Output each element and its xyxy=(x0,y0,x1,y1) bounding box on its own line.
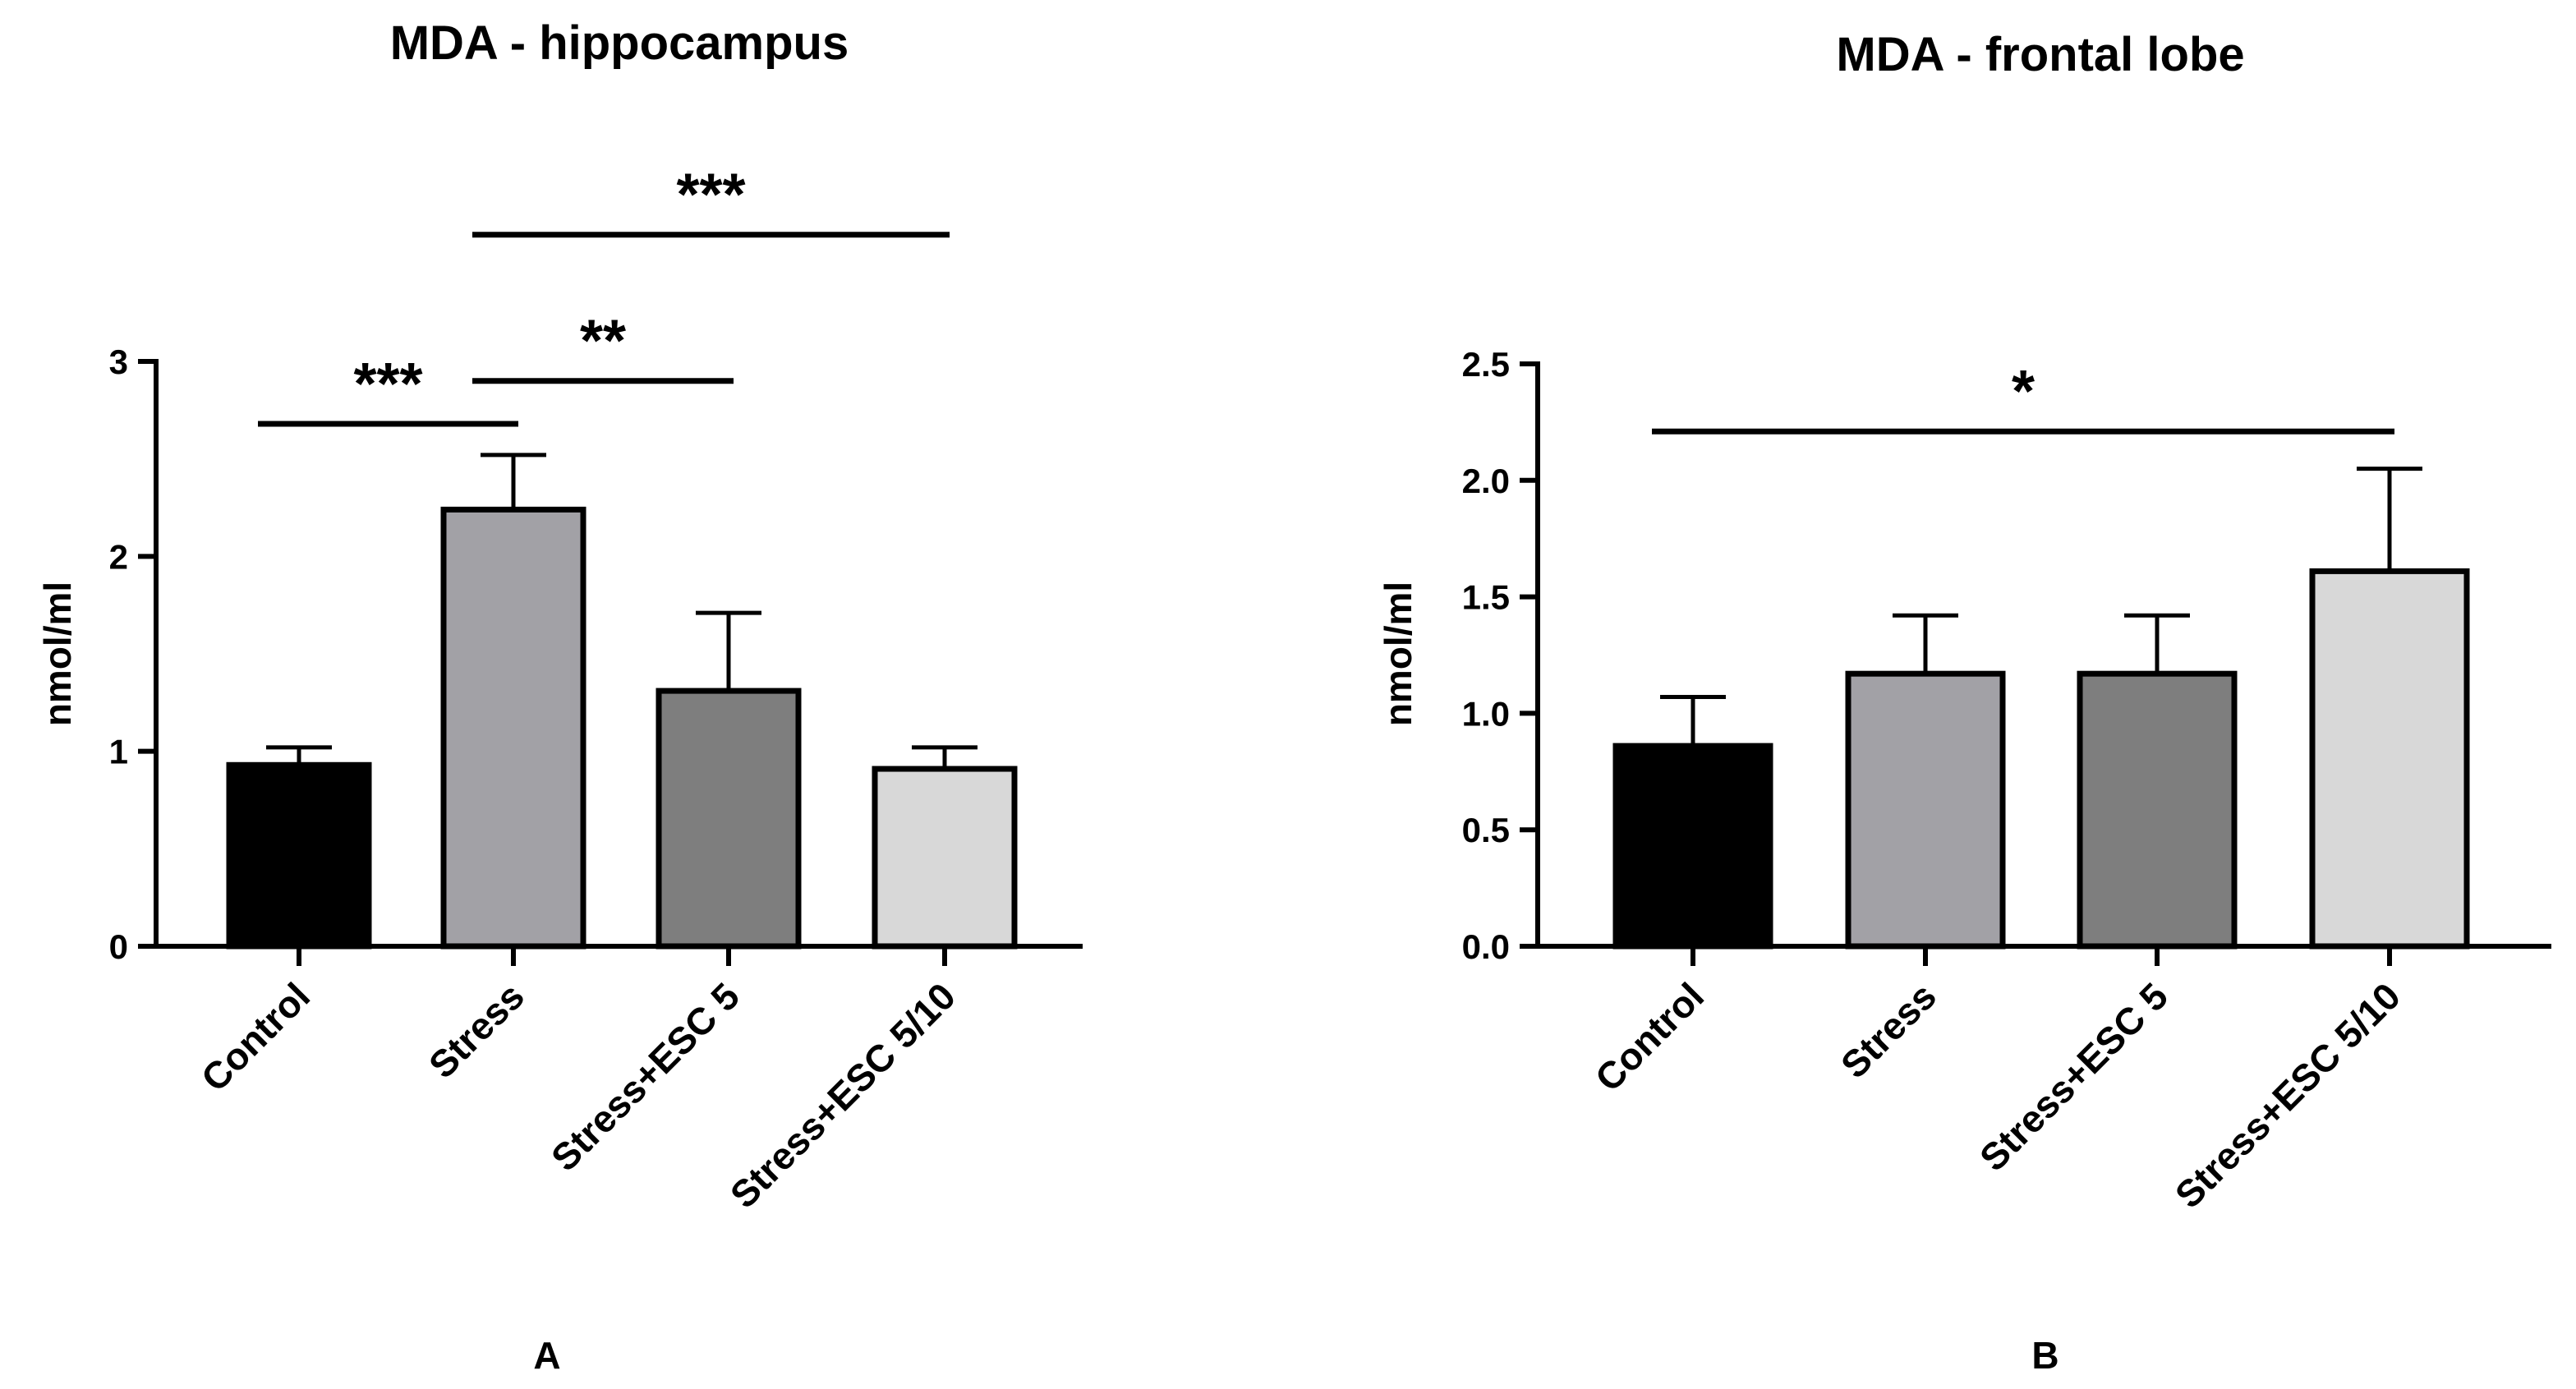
y-axis-label: nmol/ml xyxy=(1377,582,1419,726)
panel-label: B xyxy=(2031,1334,2058,1377)
x-tick-label: Stress+ESC 5 xyxy=(1971,974,2176,1179)
y-tick-label: 2.5 xyxy=(1462,345,1510,384)
chart-title: MDA - hippocampus xyxy=(390,16,849,70)
x-tick-label: Stress xyxy=(1833,974,1944,1086)
bar xyxy=(226,761,372,950)
bar xyxy=(872,766,1018,950)
y-tick-label: 2.0 xyxy=(1462,462,1510,500)
bar xyxy=(2309,568,2470,950)
y-tick-label: 1 xyxy=(109,733,128,771)
x-tick-label: Stress xyxy=(421,974,532,1086)
y-tick-label: 0.5 xyxy=(1462,811,1510,849)
bar xyxy=(1845,670,2006,950)
x-tick-label: Control xyxy=(193,974,318,1099)
significance-label: ** xyxy=(580,309,626,375)
significance-label: *** xyxy=(676,163,745,228)
chart-title: MDA - frontal lobe xyxy=(1836,28,2244,81)
y-axis-label: nmol/ml xyxy=(36,582,79,726)
y-tick-label: 1.0 xyxy=(1462,694,1510,733)
x-tick-label: Stress+ESC 5/10 xyxy=(722,974,964,1216)
bar xyxy=(1612,743,1773,950)
chart-hippocampus: MDA - hippocampus nmol/ml 0 1 2 3 Control Stres… xyxy=(36,16,1083,1377)
y-tick-label: 0.0 xyxy=(1462,927,1510,966)
x-tick-label: Stress+ESC 5/10 xyxy=(2167,974,2408,1216)
chart-frontal-lobe: MDA - frontal lobe nmol/ml 0.0 0.5 1.0 1.5 2.0… xyxy=(1377,28,2551,1377)
x-tick-label: Stress+ESC 5 xyxy=(543,974,748,1179)
bar xyxy=(656,688,802,950)
panel-label: A xyxy=(533,1334,560,1377)
significance-label: *** xyxy=(353,352,422,417)
bar xyxy=(440,506,586,950)
bar xyxy=(2077,670,2238,950)
y-tick-label: 2 xyxy=(109,537,128,576)
x-tick-label: Control xyxy=(1587,974,1712,1099)
significance-label: * xyxy=(2012,359,2035,425)
y-tick-label: 0 xyxy=(109,927,128,966)
y-tick-label: 3 xyxy=(109,343,128,381)
y-tick-label: 1.5 xyxy=(1462,578,1510,617)
